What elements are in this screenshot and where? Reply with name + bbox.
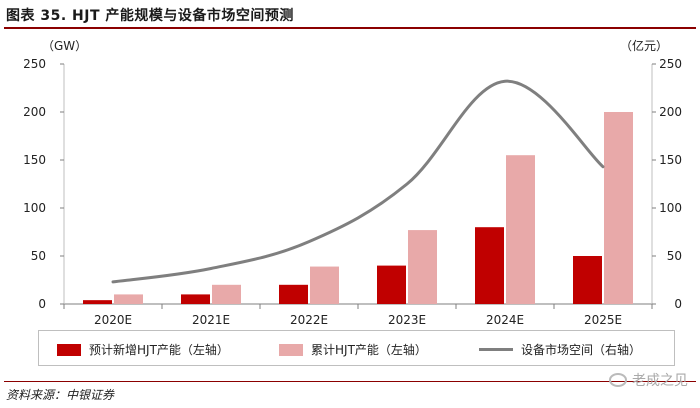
left-tick-label: 100 bbox=[23, 201, 46, 215]
bar-new-2024E bbox=[475, 227, 504, 304]
legend-label-new: 预计新增HJT产能（左轴） bbox=[89, 343, 229, 357]
legend: 预计新增HJT产能（左轴） 累计HJT产能（左轴） 设备市场空间（右轴） bbox=[38, 330, 675, 366]
chart-axes bbox=[63, 64, 653, 305]
bar-new-2022E bbox=[279, 284, 308, 304]
legend-item-line: 设备市场空间（右轴） bbox=[479, 341, 641, 358]
right-tick-label: 150 bbox=[659, 153, 682, 167]
left-tick-label: 0 bbox=[38, 297, 46, 311]
series-line-market bbox=[111, 79, 605, 284]
legend-item-cum: 累计HJT产能（左轴） bbox=[279, 341, 427, 358]
legend-swatch-line bbox=[479, 348, 513, 351]
right-tick-label: 250 bbox=[659, 57, 682, 71]
bar-cum-2021E bbox=[212, 284, 241, 304]
left-tick-label: 200 bbox=[23, 105, 46, 119]
legend-label-line: 设备市场空间（右轴） bbox=[521, 343, 642, 357]
wechat-icon bbox=[609, 373, 627, 387]
right-axis-unit: （亿元） bbox=[620, 38, 668, 53]
title-rule bbox=[4, 27, 696, 29]
right-tick-label: 200 bbox=[659, 105, 682, 119]
figure-title: 图表 35. HJT 产能规模与设备市场空间预测 bbox=[6, 8, 294, 24]
chart: （GW） （亿元） 0 50 100 150 200 250 0 50 100 150 200 25… bbox=[23, 38, 682, 327]
bottom-rule bbox=[4, 381, 696, 382]
bar-cum-2020E bbox=[114, 294, 143, 304]
bar-new-2023E bbox=[377, 265, 406, 304]
source-note: 资料来源：中银证券 bbox=[6, 388, 115, 402]
bar-new-2025E bbox=[573, 256, 602, 304]
bar-cum-2023E bbox=[408, 230, 437, 304]
legend-item-new: 预计新增HJT产能（左轴） bbox=[57, 341, 229, 358]
bar-new-2021E bbox=[181, 294, 210, 304]
watermark: 老成之见 bbox=[609, 370, 688, 390]
legend-label-cum: 累计HJT产能（左轴） bbox=[311, 343, 427, 357]
right-tick-label: 100 bbox=[659, 201, 682, 215]
bar-cum-2022E bbox=[310, 266, 339, 304]
left-tick-label: 50 bbox=[31, 249, 46, 263]
left-axis-unit: （GW） bbox=[42, 39, 87, 53]
left-tick-label: 150 bbox=[23, 153, 46, 167]
category-label: 2022E bbox=[290, 313, 328, 327]
category-label: 2023E bbox=[388, 313, 426, 327]
watermark-text: 老成之见 bbox=[632, 373, 688, 389]
right-tick-label: 0 bbox=[674, 297, 682, 311]
category-label: 2025E bbox=[584, 313, 622, 327]
category-label: 2021E bbox=[192, 313, 230, 327]
bar-cum-2025E bbox=[604, 112, 633, 304]
legend-swatch-cum bbox=[279, 343, 303, 356]
legend-swatch-new bbox=[57, 343, 81, 356]
left-tick-label: 250 bbox=[23, 57, 46, 71]
bar-cum-2024E bbox=[506, 155, 535, 304]
right-tick-label: 50 bbox=[667, 249, 682, 263]
category-label: 2020E bbox=[94, 313, 132, 327]
bar-new-2020E bbox=[83, 300, 112, 304]
category-label: 2024E bbox=[486, 313, 524, 327]
